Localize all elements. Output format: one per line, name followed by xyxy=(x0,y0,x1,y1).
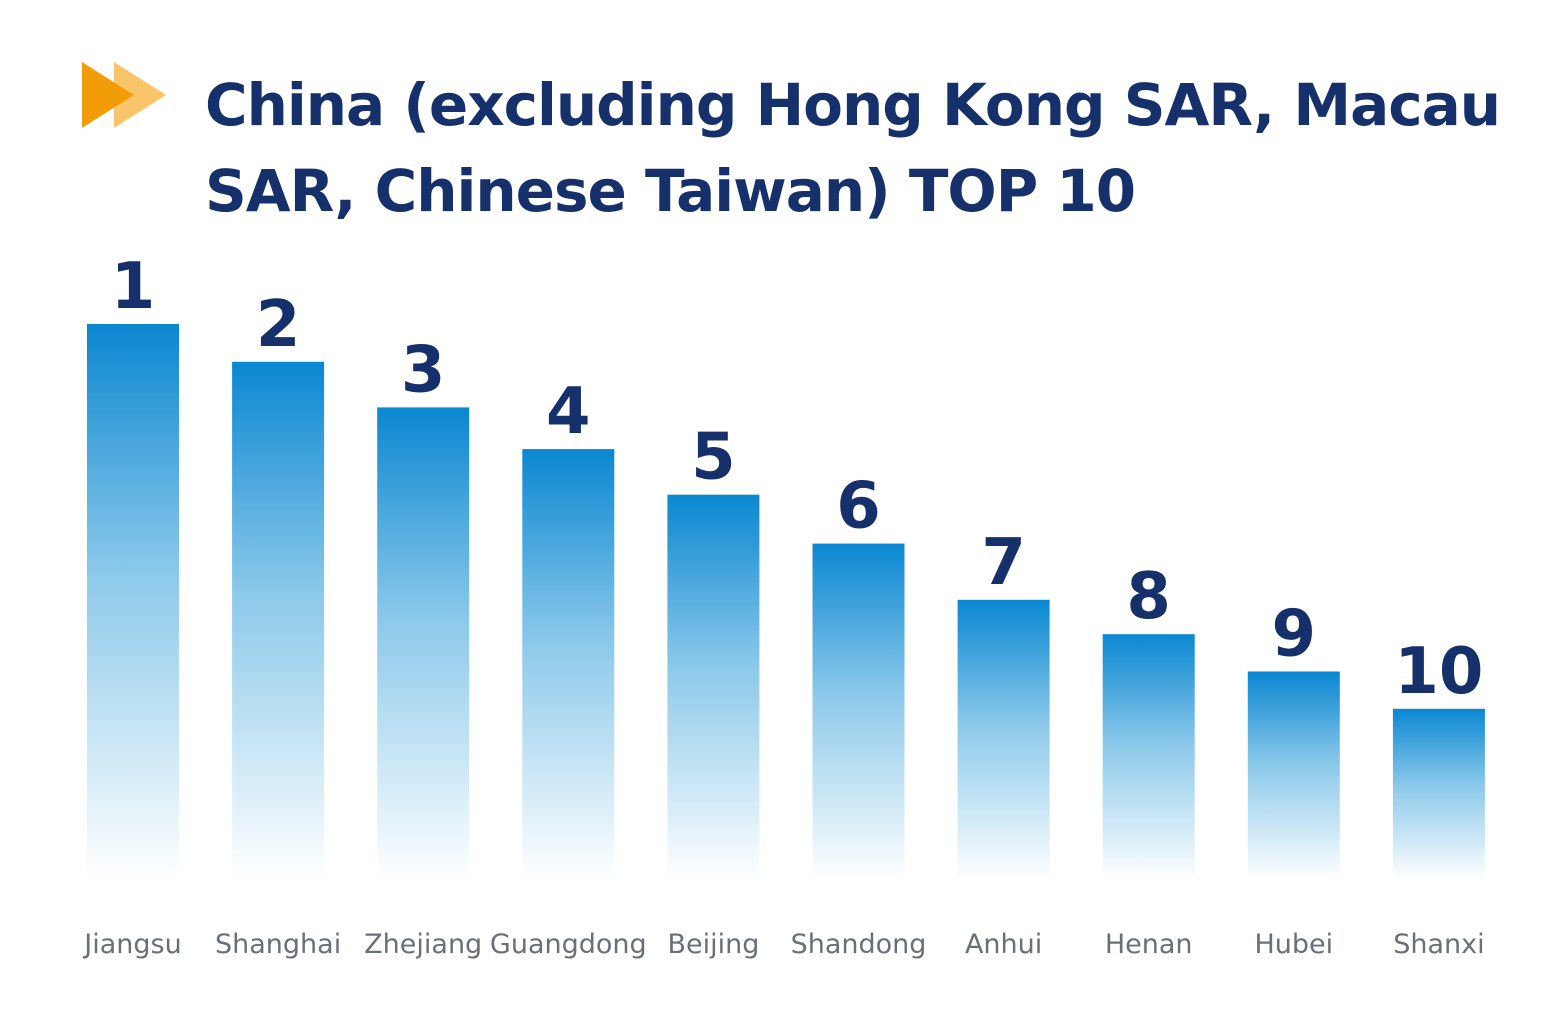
rank-label-beijing: 5 xyxy=(691,421,736,495)
bar-shanxi xyxy=(1392,708,1485,880)
bar-guangdong xyxy=(522,449,615,880)
rank-label-guangdong: 4 xyxy=(546,375,591,449)
rank-label-jiangsu: 1 xyxy=(111,250,156,324)
bar-hubei xyxy=(1247,671,1340,880)
category-label-jiangsu: Jiangsu xyxy=(82,929,181,960)
rank-label-henan: 8 xyxy=(1126,560,1171,634)
chevron-back-shape xyxy=(114,62,166,128)
chevron-front-shape xyxy=(82,62,134,128)
bar-henan xyxy=(1102,634,1195,880)
double-chevron-right-icon xyxy=(82,62,166,128)
bar-shandong xyxy=(812,543,905,880)
category-label-beijing: Beijing xyxy=(667,929,759,960)
category-label-shanxi: Shanxi xyxy=(1393,929,1484,960)
rank-label-shandong: 6 xyxy=(836,470,881,544)
chart-title: China (excluding Hong Kong SAR, Macau SA… xyxy=(205,71,1501,225)
category-label-henan: Henan xyxy=(1105,929,1193,960)
bar-zhejiang xyxy=(377,407,470,880)
rank-labels-group: 1 2 3 4 5 6 7 8 9 10 xyxy=(111,250,1484,709)
bars-group xyxy=(87,324,1485,880)
rank-label-zhejiang: 3 xyxy=(401,333,446,407)
rank-label-hubei: 9 xyxy=(1272,598,1317,672)
bar-beijing xyxy=(667,494,760,880)
rank-label-shanxi: 10 xyxy=(1394,635,1483,709)
bar-jiangsu xyxy=(87,324,179,880)
category-label-shandong: Shandong xyxy=(791,929,927,960)
category-label-shanghai: Shanghai xyxy=(215,929,341,960)
category-label-guangdong: Guangdong xyxy=(490,929,647,960)
category-label-hubei: Hubei xyxy=(1254,929,1333,960)
bar-anhui xyxy=(957,599,1050,880)
rank-label-anhui: 7 xyxy=(981,526,1026,600)
bar-shanghai xyxy=(232,361,325,880)
category-label-zhejiang: Zhejiang xyxy=(364,929,482,960)
category-labels-group: Jiangsu Shanghai Zhejiang Guangdong Beijing S… xyxy=(82,929,1484,960)
category-label-anhui: Anhui xyxy=(965,929,1042,960)
rank-label-shanghai: 2 xyxy=(256,288,301,362)
